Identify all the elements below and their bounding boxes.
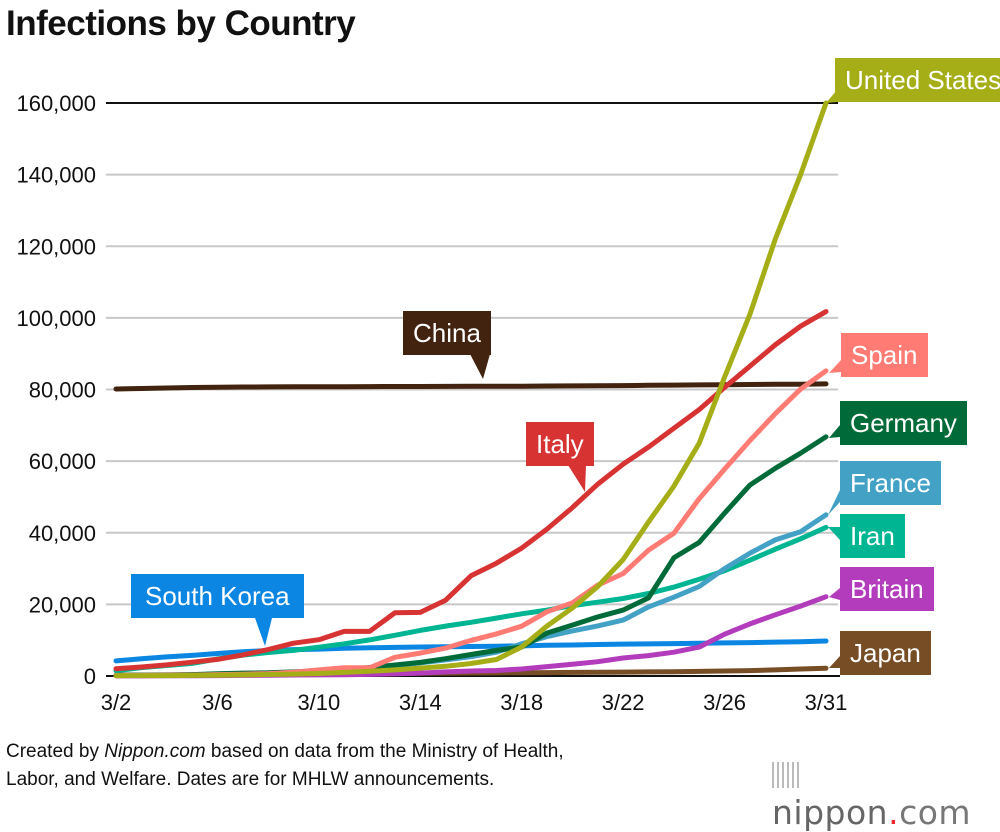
label-japan: Japan bbox=[840, 631, 931, 675]
label-britain: Britain bbox=[840, 567, 934, 611]
label-south-korea: South Korea bbox=[131, 574, 304, 618]
label-germany: Germany bbox=[840, 401, 967, 445]
x-tick-label: 3/26 bbox=[703, 690, 746, 715]
label-united-states: United States bbox=[835, 58, 1000, 102]
nippon-logo: nippon.com bbox=[772, 754, 1000, 832]
label-pointer-britain bbox=[829, 588, 840, 600]
label-france: France bbox=[840, 461, 941, 505]
label-pointer-china bbox=[470, 354, 490, 379]
chart-title: Infections by Country bbox=[6, 4, 356, 43]
source-note: Created by Nippon.com based on data from… bbox=[6, 738, 564, 794]
x-tick-label: 3/2 bbox=[101, 690, 132, 715]
label-pointer-iran bbox=[828, 527, 840, 540]
source-prefix: Created by bbox=[6, 741, 105, 762]
x-tick-label: 3/14 bbox=[399, 690, 442, 715]
series-line-united-states bbox=[113, 100, 829, 679]
x-tick-label: 3/18 bbox=[500, 690, 543, 715]
label-spain: Spain bbox=[841, 333, 928, 377]
label-pointer-united-states bbox=[826, 90, 837, 103]
y-tick-label: 20,000 bbox=[29, 592, 96, 617]
source-name: Nippon.com bbox=[104, 741, 206, 762]
y-tick-label: 80,000 bbox=[29, 378, 96, 403]
label-pointer-south-korea bbox=[255, 618, 272, 646]
source-line2: Labor, and Welfare. Dates are for MHLW a… bbox=[6, 769, 495, 790]
label-china: China bbox=[403, 311, 491, 355]
label-italy: Italy bbox=[526, 422, 594, 466]
y-tick-label: 0 bbox=[84, 664, 96, 689]
y-tick-label: 60,000 bbox=[29, 449, 96, 474]
x-tick-label: 3/6 bbox=[202, 690, 233, 715]
series-line-spain bbox=[113, 368, 829, 679]
y-tick-label: 100,000 bbox=[16, 306, 96, 331]
label-iran: Iran bbox=[840, 514, 905, 558]
y-tick-label: 40,000 bbox=[29, 521, 96, 546]
label-pointer-italy bbox=[568, 465, 586, 492]
source-suffix: based on data from the Ministry of Healt… bbox=[205, 741, 564, 762]
x-tick-label: 3/31 bbox=[805, 690, 848, 715]
label-pointer-germany bbox=[829, 425, 840, 438]
label-pointer-japan bbox=[829, 656, 840, 668]
x-tick-label: 3/22 bbox=[602, 690, 645, 715]
logo-bars-icon bbox=[772, 762, 800, 788]
y-tick-label: 160,000 bbox=[16, 91, 96, 116]
series-line-italy bbox=[113, 309, 829, 672]
y-tick-label: 140,000 bbox=[16, 163, 96, 188]
y-tick-label: 120,000 bbox=[16, 234, 96, 259]
x-tick-label: 3/10 bbox=[297, 690, 340, 715]
label-pointer-france bbox=[828, 490, 840, 515]
line-chart: 0 20,000 40,000 60,000 80,000 100,000 120,000 1… bbox=[16, 90, 848, 715]
series-line-china bbox=[113, 381, 829, 392]
label-pointer-spain bbox=[829, 360, 841, 373]
